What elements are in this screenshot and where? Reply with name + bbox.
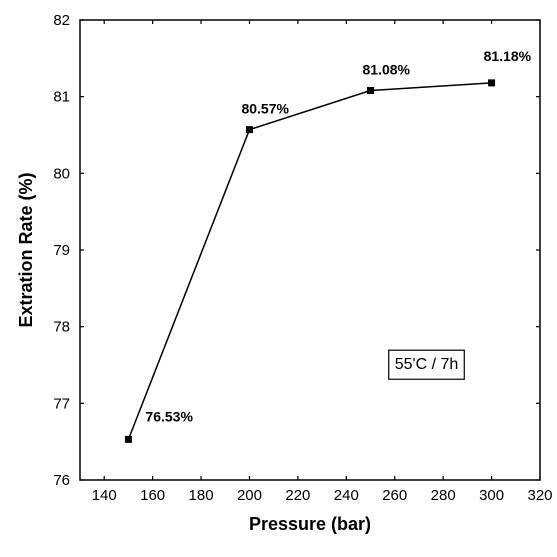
- y-tick-label: 79: [53, 242, 70, 259]
- data-marker: [125, 436, 132, 443]
- x-axis-label: Pressure (bar): [249, 514, 371, 534]
- data-marker: [488, 79, 495, 86]
- x-tick-label: 320: [527, 487, 552, 504]
- data-label: 81.08%: [363, 62, 411, 78]
- x-tick-label: 180: [189, 487, 214, 504]
- chart-container: 140 160 180 200 220 240 260 280 300 320 76 77 78 79 80…: [0, 0, 557, 557]
- x-tick-label: 200: [237, 487, 262, 504]
- x-tick-label: 240: [334, 487, 359, 504]
- y-axis-label: Extration Rate (%): [16, 172, 36, 327]
- y-tick-label: 77: [53, 395, 70, 412]
- y-tick-label: 76: [53, 472, 70, 489]
- data-marker: [367, 87, 374, 94]
- data-label: 81.18%: [484, 48, 532, 64]
- x-tick-label: 300: [479, 487, 504, 504]
- x-tick-label: 160: [140, 487, 165, 504]
- x-tick-label: 260: [382, 487, 407, 504]
- x-tick-label: 280: [431, 487, 456, 504]
- line-chart: 140 160 180 200 220 240 260 280 300 320 76 77 78 79 80…: [0, 0, 557, 557]
- y-tick-label: 78: [53, 319, 70, 336]
- x-tick-label: 220: [285, 487, 310, 504]
- data-marker: [246, 126, 253, 133]
- y-tick-label: 81: [53, 89, 70, 106]
- x-tick-label: 140: [92, 487, 117, 504]
- data-label: 80.57%: [241, 101, 289, 117]
- y-tick-label: 80: [53, 165, 70, 182]
- y-tick-label: 82: [53, 12, 70, 29]
- data-label: 76.53%: [145, 408, 193, 424]
- condition-label: 55'C / 7h: [395, 356, 459, 373]
